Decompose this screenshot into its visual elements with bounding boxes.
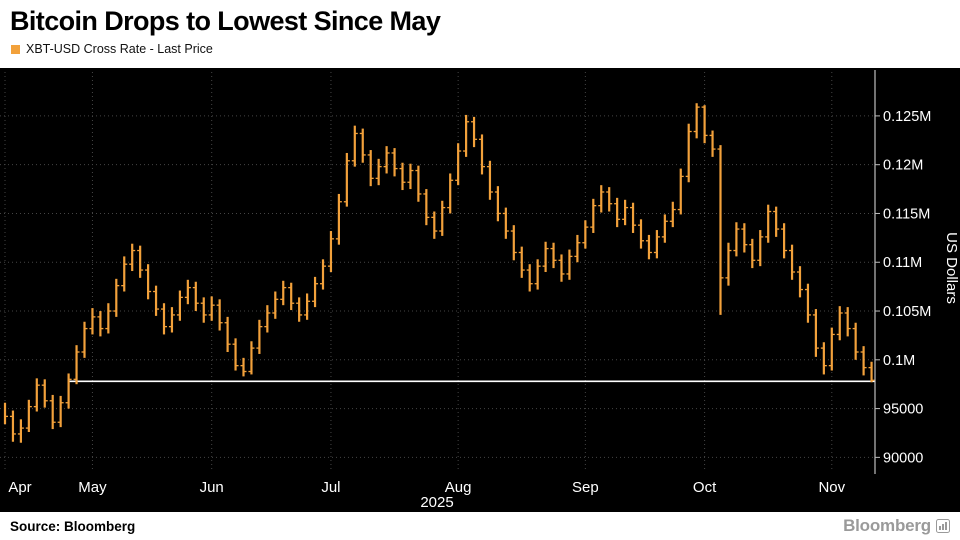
x-axis-year: 2025 [420,494,453,511]
x-tick-label: Aug [445,479,472,496]
x-tick-label: Sep [572,479,599,496]
chart-canvas: 2025 US Dollars 0.125M 0.12M 0.115M 0.11M 0.… [0,70,960,511]
x-tick-label: Oct [693,479,717,496]
y-tick-label: 0.125M [883,109,931,125]
legend-label: XBT-USD Cross Rate - Last Price [26,42,213,56]
x-tick-label: Jun [200,479,224,496]
y-tick-label: 0.1M [883,353,915,369]
x-tick-label: Nov [818,479,845,496]
bloomberg-wordmark: Bloomberg [843,516,931,535]
x-tick-label: Jul [321,479,340,496]
bloomberg-chart-icon [936,519,950,533]
x-tick-label: Apr [8,479,31,496]
source-credit: Source: Bloomberg [10,518,136,534]
y-tick-label: 90000 [883,450,923,466]
y-tick-label: 0.115M [883,206,930,222]
page-title: Bitcoin Drops to Lowest Since May [10,6,441,36]
x-tick-label: May [78,479,107,496]
legend: XBT-USD Cross Rate - Last Price [0,37,960,56]
y-axis-title: US Dollars [943,232,960,304]
price-chart: 2025 US Dollars 0.125M 0.12M 0.115M 0.11M 0.… [0,68,960,512]
bloomberg-logo: Bloomberg [843,516,950,536]
legend-swatch [11,44,20,54]
header: Bitcoin Drops to Lowest Since May XBT-US… [0,0,960,68]
footer: Source: Bloomberg Bloomberg [0,512,960,540]
y-tick-label: 0.105M [883,304,931,320]
y-tick-label: 0.12M [883,158,923,174]
y-tick-label: 0.11M [883,255,922,271]
y-tick-label: 95000 [883,402,923,418]
